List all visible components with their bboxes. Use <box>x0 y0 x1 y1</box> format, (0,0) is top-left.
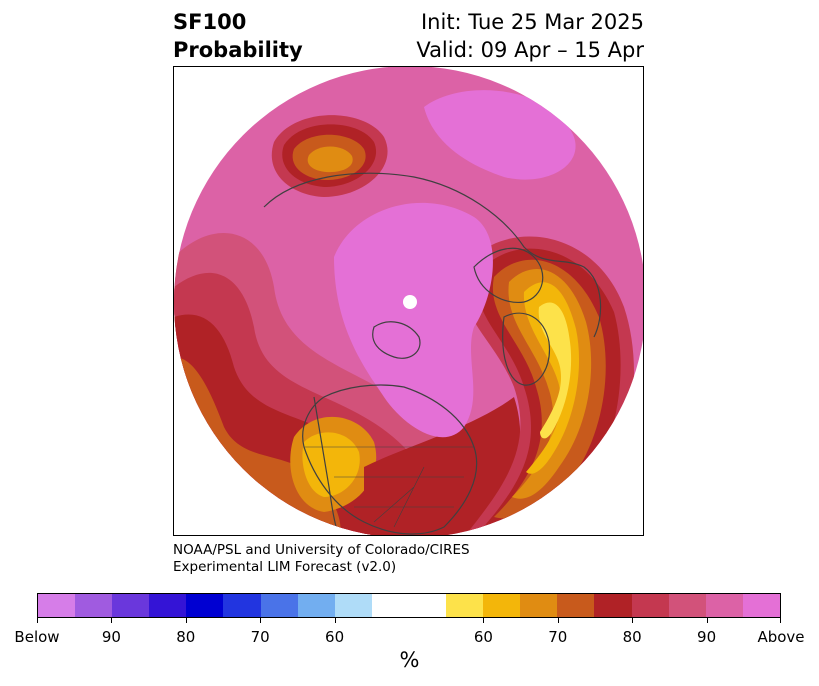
coast-eurasia <box>263 172 602 338</box>
valid-date-range: Valid: 09 Apr – 15 Apr <box>416 38 644 62</box>
colorbar-segment <box>260 594 298 617</box>
region-atlantic-above-55 <box>538 302 572 439</box>
colorbar-segment <box>112 594 150 617</box>
region-northeast-max <box>424 90 576 180</box>
colorbar-tick-label: 70 <box>250 628 270 646</box>
coast-greenland <box>502 312 551 386</box>
colorbar-segment <box>297 594 335 617</box>
colorbar-tick-label: Below <box>14 628 60 646</box>
title-variable: SF100 <box>173 10 247 34</box>
credit-text: NOAA/PSL and University of Colorado/CIRE… <box>173 542 470 576</box>
colorbar-segment <box>75 594 113 617</box>
coast-arctic-islands <box>372 321 421 359</box>
colorbar-segment <box>557 594 595 617</box>
map-title: SF100 Probability <box>173 8 303 64</box>
colorbar-unit-label: % <box>399 648 420 672</box>
coast-europe <box>473 247 544 304</box>
colorbar-segment <box>631 594 669 617</box>
colorbar-segment <box>742 594 780 617</box>
region-polar-max <box>334 202 493 438</box>
colorbar-tick-label: 60 <box>325 628 345 646</box>
colorbar-tick-label: 70 <box>548 628 568 646</box>
credit-line-1: NOAA/PSL and University of Colorado/CIRE… <box>173 542 470 558</box>
colorbar-tick-mark <box>260 618 262 623</box>
colorbar-segment <box>594 594 632 617</box>
polar-stereographic-map <box>174 67 643 535</box>
colorbar-tick-mark <box>334 618 336 623</box>
colorbar-tick-label: 90 <box>697 628 717 646</box>
colorbar-segment <box>705 594 743 617</box>
colorbar-tick-label: 90 <box>101 628 121 646</box>
colorbar-tick-label: 80 <box>622 628 642 646</box>
colorbar-segment <box>408 594 447 617</box>
colorbar-tick-label: 80 <box>176 628 196 646</box>
credit-line-2: Experimental LIM Forecast (v2.0) <box>173 559 397 575</box>
north-pole-hole <box>403 295 417 309</box>
colorbar-segment <box>186 594 224 617</box>
colorbar-segment <box>483 594 521 617</box>
probability-colorbar <box>37 593 781 618</box>
coastlines <box>263 172 602 535</box>
region-asia-above-65 <box>307 146 353 173</box>
init-date: Init: Tue 25 Mar 2025 <box>420 10 644 34</box>
colorbar-tick-mark <box>706 618 708 623</box>
colorbar-segment <box>668 594 706 617</box>
colorbar-segment <box>223 594 261 617</box>
grid-lines <box>304 446 474 528</box>
colorbar-segment <box>446 594 484 617</box>
probability-field <box>174 67 643 535</box>
colorbar-segment <box>38 594 76 617</box>
title-quantity: Probability <box>173 38 303 62</box>
colorbar-tick-mark <box>632 618 634 623</box>
forecast-dates: Init: Tue 25 Mar 2025 Valid: 09 Apr – 15… <box>416 8 644 64</box>
region-us-above-60 <box>302 432 360 497</box>
colorbar-tick-label: 60 <box>473 628 493 646</box>
coast-north-america <box>302 384 478 535</box>
colorbar-segment <box>520 594 558 617</box>
coast-us-west <box>313 396 340 535</box>
polar-map-panel <box>173 66 644 536</box>
colorbar-segment <box>334 594 372 617</box>
colorbar-segment <box>149 594 187 617</box>
colorbar-segment <box>371 594 409 617</box>
colorbar-tick-mark <box>557 618 559 623</box>
colorbar-tick-label: Above <box>757 628 805 646</box>
colorbar-tick-mark <box>780 618 781 623</box>
colorbar-tick-mark <box>185 618 187 623</box>
colorbar-tick-mark <box>483 618 485 623</box>
colorbar-tick-mark <box>37 618 38 623</box>
colorbar-tick-mark <box>111 618 113 623</box>
